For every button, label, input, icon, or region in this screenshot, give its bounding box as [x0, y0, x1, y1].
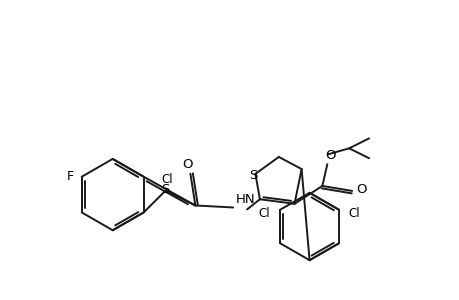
Text: Cl: Cl: [348, 207, 359, 220]
Text: Cl: Cl: [161, 173, 173, 186]
Text: S: S: [161, 183, 169, 196]
Text: F: F: [67, 170, 73, 183]
Text: O: O: [325, 149, 335, 162]
Text: S: S: [249, 169, 257, 182]
Text: O: O: [182, 158, 192, 171]
Text: Cl: Cl: [258, 207, 270, 220]
Text: HN: HN: [235, 193, 255, 206]
Text: O: O: [355, 183, 365, 196]
